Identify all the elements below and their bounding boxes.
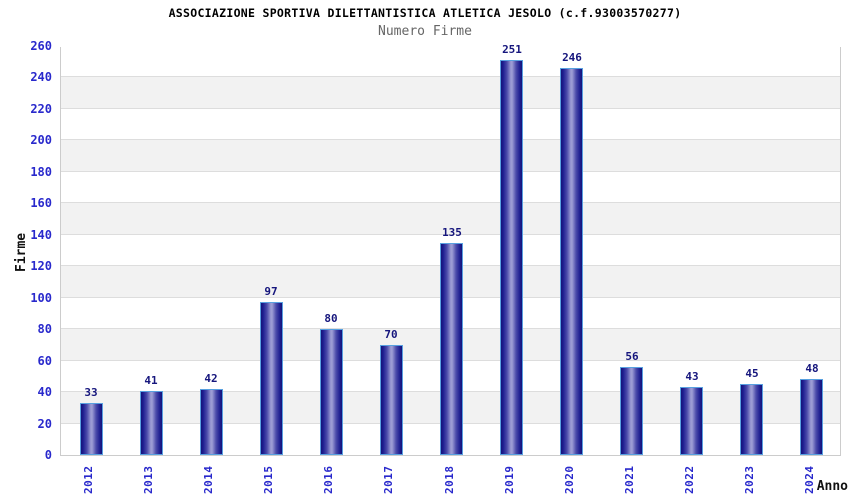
bar-2017 bbox=[380, 345, 403, 455]
gridline bbox=[61, 107, 840, 109]
gridline bbox=[61, 76, 840, 78]
y-tick-label: 80 bbox=[37, 322, 52, 336]
x-tick-label-2023: 2023 bbox=[743, 465, 756, 495]
y-axis-title: Firme bbox=[14, 232, 29, 272]
plot-band bbox=[61, 171, 840, 204]
bar-2023 bbox=[740, 384, 763, 455]
y-tick-label: 200 bbox=[30, 133, 52, 147]
bar-2019 bbox=[500, 60, 523, 455]
bar-value-label: 45 bbox=[745, 367, 759, 380]
bar-value-label: 135 bbox=[442, 226, 462, 239]
chart-title: ASSOCIAZIONE SPORTIVA DILETTANTISTICA AT… bbox=[168, 6, 682, 20]
x-tick-label-2012: 2012 bbox=[82, 465, 95, 495]
y-tick-label: 20 bbox=[37, 417, 52, 431]
gridline bbox=[61, 139, 840, 141]
bar-2014 bbox=[200, 389, 223, 455]
y-tick-label: 0 bbox=[44, 448, 52, 462]
y-tick-label: 60 bbox=[37, 354, 52, 368]
y-tick-label: 240 bbox=[30, 70, 52, 84]
bar-value-label: 56 bbox=[625, 350, 639, 363]
bar-value-label: 70 bbox=[384, 328, 398, 341]
bar-2016 bbox=[320, 329, 343, 455]
y-tick-label: 100 bbox=[30, 291, 52, 305]
x-tick-label-2016: 2016 bbox=[322, 465, 335, 495]
x-tick-label-2013: 2013 bbox=[142, 465, 155, 495]
y-tick-label: 160 bbox=[30, 196, 52, 210]
gridline bbox=[61, 233, 840, 235]
bar-value-label: 80 bbox=[324, 312, 338, 325]
x-tick-label-2024: 2024 bbox=[803, 465, 816, 495]
gridline bbox=[61, 170, 840, 172]
bar-value-label: 246 bbox=[562, 51, 582, 64]
bar-value-label: 251 bbox=[502, 43, 522, 56]
x-tick-label-2021: 2021 bbox=[623, 465, 636, 495]
bar-2021 bbox=[620, 367, 643, 455]
x-tick-label-2017: 2017 bbox=[382, 465, 395, 495]
plot-band bbox=[61, 46, 840, 78]
plot-band bbox=[61, 77, 840, 109]
y-tick-label: 260 bbox=[30, 39, 52, 53]
bar-value-label: 33 bbox=[84, 386, 98, 399]
x-tick-label-2020: 2020 bbox=[563, 465, 576, 495]
bar-value-label: 48 bbox=[805, 362, 819, 375]
x-tick-label-2019: 2019 bbox=[503, 465, 516, 495]
x-axis-title: Anno bbox=[816, 479, 848, 494]
y-tick-label: 220 bbox=[30, 102, 52, 116]
x-tick-label-2014: 2014 bbox=[202, 465, 215, 495]
x-tick-label-2018: 2018 bbox=[443, 465, 456, 495]
x-tick-label-2022: 2022 bbox=[683, 465, 696, 495]
bar-value-label: 42 bbox=[204, 372, 218, 385]
bar-2013 bbox=[140, 391, 163, 455]
y-tick-label: 140 bbox=[30, 228, 52, 242]
gridline bbox=[61, 202, 840, 204]
bar-value-label: 41 bbox=[144, 374, 158, 387]
bar-2024 bbox=[800, 379, 823, 455]
bar-value-label: 97 bbox=[264, 285, 278, 298]
bar-2022 bbox=[680, 387, 703, 455]
y-tick-label: 180 bbox=[30, 165, 52, 179]
y-tick-label: 40 bbox=[37, 385, 52, 399]
chart-subtitle: Numero Firme bbox=[378, 24, 472, 39]
y-tick-label: 120 bbox=[30, 259, 52, 273]
plot-band bbox=[61, 108, 840, 141]
x-tick-label-2015: 2015 bbox=[262, 465, 275, 495]
bar-2018 bbox=[440, 243, 463, 455]
plot-band bbox=[61, 203, 840, 235]
bar-value-label: 43 bbox=[685, 370, 699, 383]
plot-area: 33 41 42 97 80 70 135 251 246 56 43 45 48 bbox=[60, 43, 841, 456]
plot-band bbox=[61, 140, 840, 172]
bar-2012 bbox=[80, 403, 103, 455]
bar-2020 bbox=[560, 68, 583, 455]
bar-2015 bbox=[260, 302, 283, 455]
